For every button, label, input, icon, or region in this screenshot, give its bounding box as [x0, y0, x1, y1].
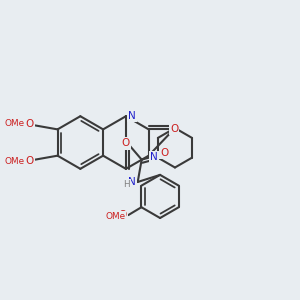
Text: OMe: OMe: [4, 119, 25, 128]
Text: O: O: [118, 210, 127, 220]
Text: O: O: [26, 156, 34, 166]
Text: O: O: [26, 119, 34, 129]
Text: OMe: OMe: [105, 212, 125, 221]
Text: N: N: [128, 177, 136, 187]
Text: O: O: [122, 139, 130, 148]
Text: H: H: [124, 180, 130, 189]
Text: N: N: [150, 152, 158, 162]
Text: O: O: [170, 124, 178, 134]
Text: OMe: OMe: [4, 157, 25, 166]
Text: O: O: [160, 148, 169, 158]
Text: N: N: [128, 111, 136, 121]
